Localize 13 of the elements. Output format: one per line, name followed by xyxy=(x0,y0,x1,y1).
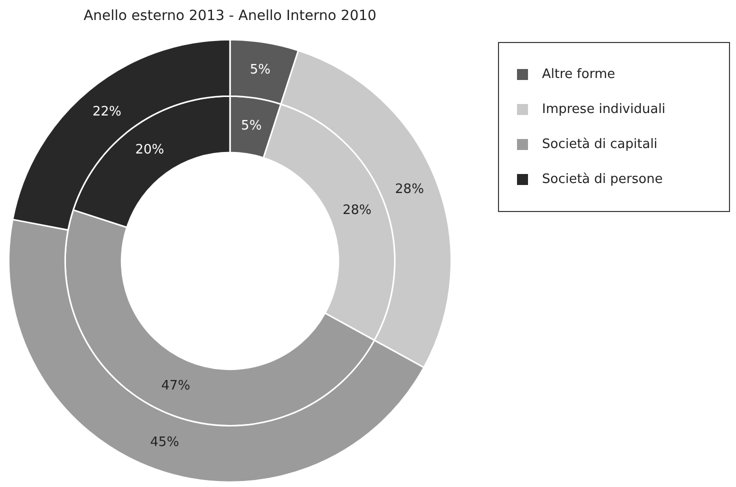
data-label: 45% xyxy=(150,434,180,450)
data-label: 28% xyxy=(395,182,424,198)
data-label: 5% xyxy=(250,62,271,78)
data-label: 20% xyxy=(135,142,164,158)
data-label: 47% xyxy=(161,378,190,394)
chart-title: Anello esterno 2013 - Anello Interno 2010 xyxy=(84,8,376,24)
legend-label: Società di persone xyxy=(542,172,663,187)
legend-label: Imprese individuali xyxy=(542,102,666,117)
data-label: 5% xyxy=(241,118,262,134)
data-label: 28% xyxy=(342,202,372,218)
data-label: 22% xyxy=(92,104,122,120)
legend-label: Società di capitali xyxy=(542,137,658,152)
legend-label: Altre forme xyxy=(542,67,616,82)
